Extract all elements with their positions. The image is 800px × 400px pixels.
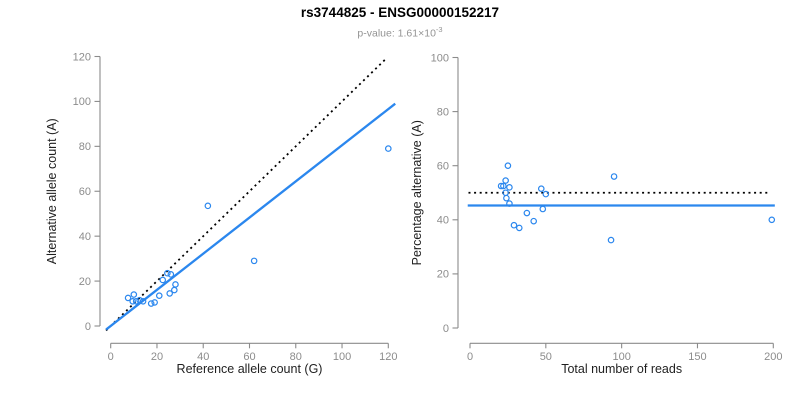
scatter-point <box>523 209 531 217</box>
regression-line <box>105 102 396 331</box>
scatter-point <box>132 297 140 305</box>
y-tick-label: 0 <box>443 323 449 335</box>
scatter-point <box>159 276 167 284</box>
x-tick-label: 60 <box>243 351 255 363</box>
scatter-point <box>384 145 392 152</box>
scatter-point <box>768 216 776 224</box>
y-axis-title: Alternative allele count (A) <box>45 118 59 264</box>
figure-header: rs3744825 - ENSG00000152217 p-value: 1.6… <box>0 5 800 40</box>
y-tick-label: 80 <box>79 141 91 153</box>
y-tick-label: 100 <box>431 52 449 64</box>
scatter-point <box>506 200 513 207</box>
scatter-point <box>515 224 523 232</box>
scatter-point <box>500 182 507 190</box>
scatter-point <box>155 292 163 299</box>
y-tick-label: 120 <box>73 51 91 63</box>
x-tick-label: 100 <box>333 351 351 363</box>
scatter-point <box>151 299 158 306</box>
subtitle-exponent: -3 <box>435 25 443 34</box>
scatter-point <box>250 257 258 265</box>
identity-line <box>105 57 388 332</box>
scatter-point <box>542 190 550 198</box>
plot-title: rs3744825 - ENSG00000152217 <box>300 5 500 20</box>
x-tick-label: 40 <box>197 351 209 363</box>
scatter-point <box>167 271 175 278</box>
scatter-point <box>130 291 138 298</box>
scatter-point <box>139 297 147 305</box>
x-tick-label: 0 <box>108 351 114 363</box>
y-tick-label: 0 <box>85 321 91 333</box>
y-axis-title: Percentage alternative (A) <box>410 120 424 265</box>
x-axis-title: Reference allele count (G) <box>177 362 323 376</box>
y-tick-label: 60 <box>437 161 449 173</box>
scatter-point <box>129 297 136 305</box>
x-tick-label: 200 <box>764 351 782 363</box>
y-tick-label: 60 <box>79 186 91 198</box>
scatter-point <box>166 290 173 297</box>
scatter-point <box>147 300 155 307</box>
scatter-point <box>504 162 512 170</box>
scatter-point <box>506 184 513 191</box>
scatter-point <box>204 202 212 210</box>
scatter-point <box>502 177 509 184</box>
scatter-point <box>510 221 518 229</box>
scatter-point <box>171 286 178 294</box>
scatter-point <box>607 236 615 244</box>
x-tick-label: 100 <box>612 351 630 363</box>
scatter-point <box>537 185 545 192</box>
y-tick-label: 20 <box>79 276 91 288</box>
scatter-point <box>610 173 618 180</box>
scatter-point <box>136 296 143 304</box>
x-tick-label: 50 <box>540 351 552 363</box>
scatter-point <box>497 182 505 190</box>
plot-subtitle: p-value: 1.61×10-3 <box>0 24 800 40</box>
allele-count-scatter: 0 20 40 60 80 100 120 0 20 40 60 80 100 120 Reference … <box>45 51 397 376</box>
y-tick-label: 20 <box>437 269 449 281</box>
scatter-point <box>124 294 132 302</box>
x-tick-label: 120 <box>379 351 397 363</box>
y-tick-label: 40 <box>437 215 449 227</box>
scatter-point <box>530 217 537 225</box>
x-tick-label: 0 <box>467 351 473 363</box>
y-tick-label: 100 <box>73 96 91 108</box>
scatter-point <box>172 281 179 288</box>
y-tick-label: 40 <box>79 231 91 243</box>
x-tick-label: 20 <box>151 351 163 363</box>
subtitle-text: p-value: 1.61×10 <box>357 27 436 40</box>
percentage-alternative-scatter: 0 20 40 60 80 100 0 50 100 150 200 Total number of … <box>410 52 782 376</box>
scatter-point <box>503 194 510 202</box>
scatter-point <box>539 205 547 213</box>
scatter-point <box>164 269 171 277</box>
x-tick-label: 80 <box>290 351 302 363</box>
x-tick-label: 150 <box>688 351 706 363</box>
x-axis-title: Total number of reads <box>561 362 682 376</box>
y-tick-label: 80 <box>437 106 449 118</box>
